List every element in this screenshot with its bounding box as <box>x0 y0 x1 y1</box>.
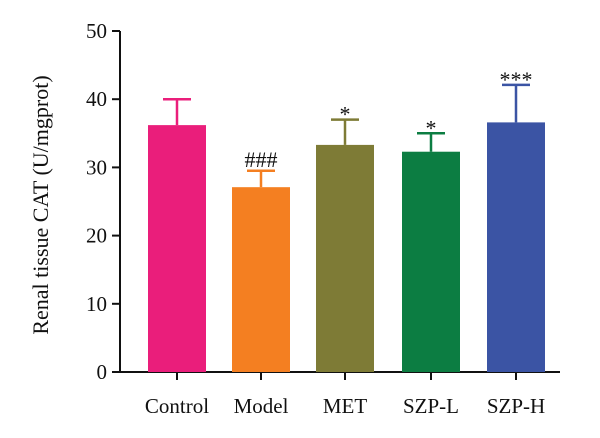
x-tick-label: SZP-L <box>403 394 459 418</box>
x-tick-label: MET <box>323 394 368 418</box>
y-tick-label: 40 <box>86 87 107 111</box>
significance-label: *** <box>500 67 533 92</box>
y-tick-label: 50 <box>86 19 107 43</box>
bars <box>148 83 545 372</box>
bar-szp-l <box>402 151 460 372</box>
x-tick-label: SZP-H <box>487 394 545 418</box>
y-tick-label: 0 <box>97 360 108 384</box>
x-tick-label: Model <box>234 394 289 418</box>
y-tick-label: 10 <box>86 292 107 316</box>
significance-label: * <box>426 115 437 140</box>
bar-szp-h <box>487 122 545 372</box>
significance-label: ### <box>245 147 278 172</box>
y-axis-title: Renal tissue CAT (U/mgprot) <box>28 75 53 334</box>
x-tick-label: Control <box>145 394 209 418</box>
y-tick-label: 30 <box>86 155 107 179</box>
y-tick-label: 20 <box>86 224 107 248</box>
significance-label: * <box>340 102 351 127</box>
labels: Control Model ### MET * SZP-L * SZP-H *** <box>145 67 545 418</box>
bar-met <box>316 144 374 372</box>
bar-control <box>148 125 206 372</box>
bar-model <box>232 187 290 372</box>
